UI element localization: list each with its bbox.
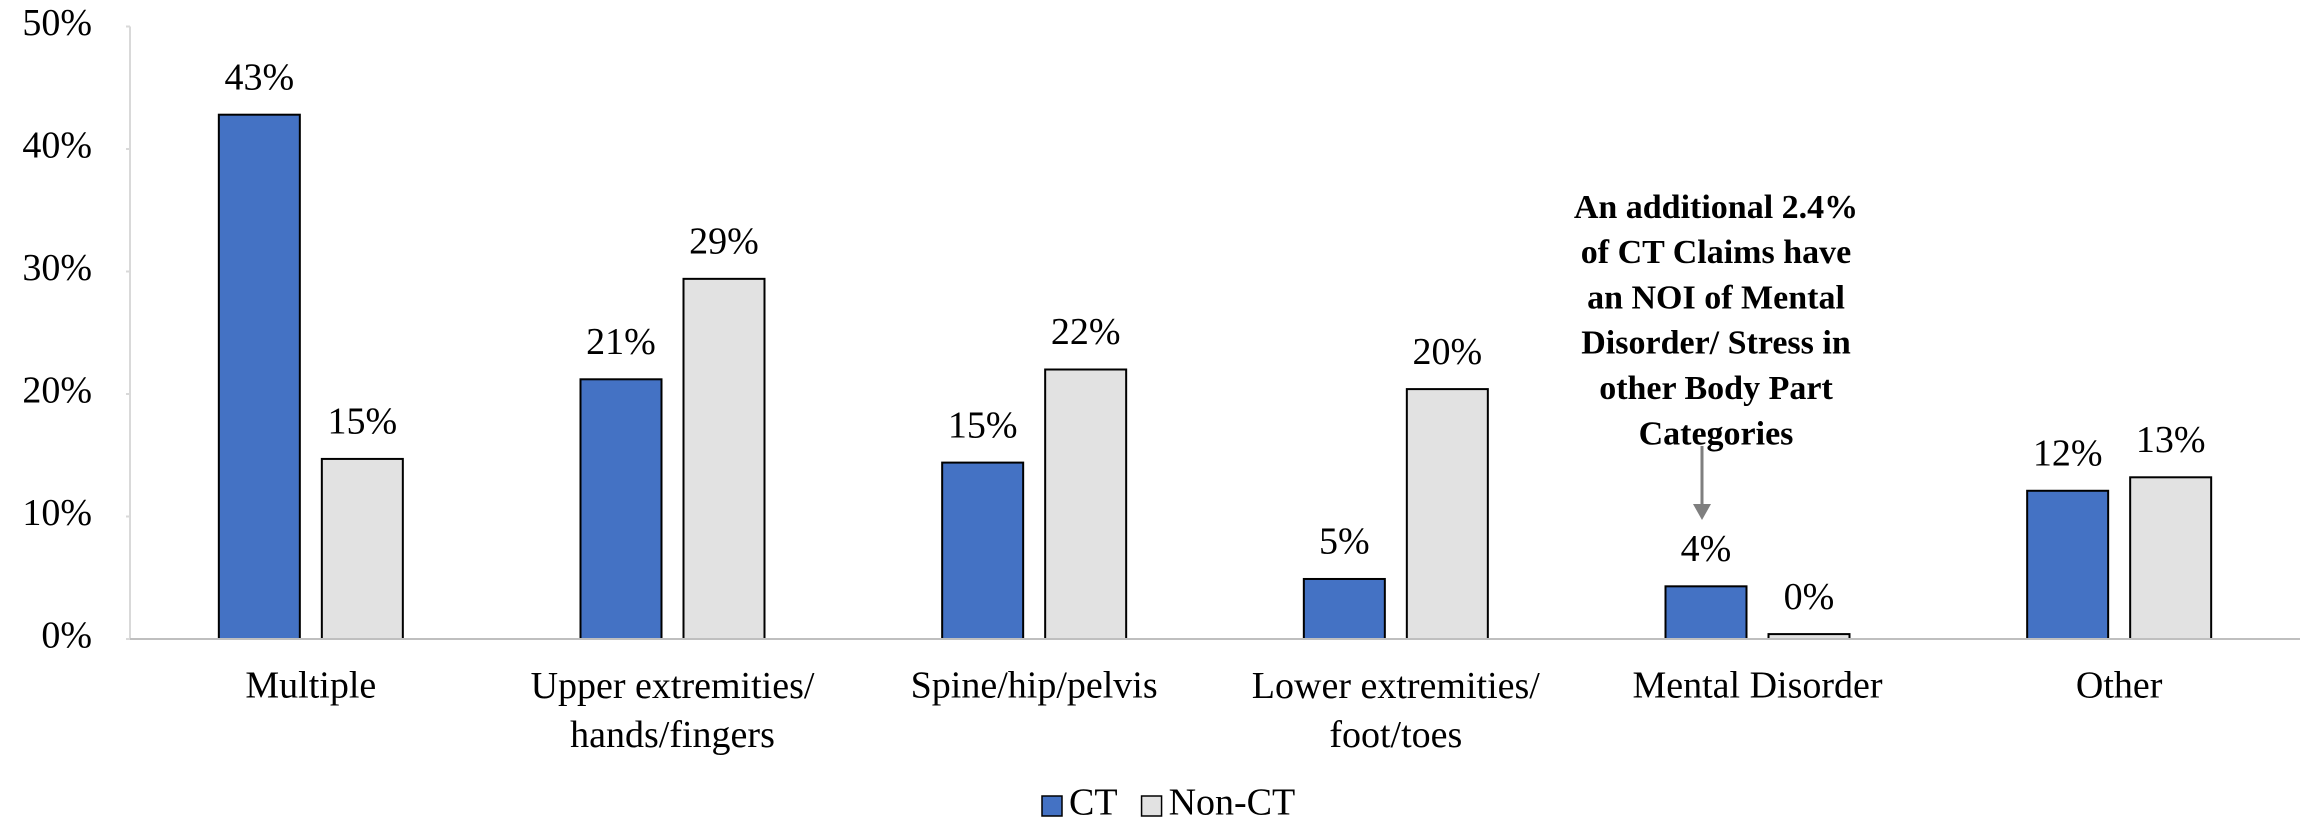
bar	[1405, 388, 1489, 640]
value-label: 15%	[328, 401, 398, 443]
bar	[2026, 489, 2110, 640]
bar	[682, 277, 766, 640]
value-label: 4%	[1681, 528, 1732, 570]
bar	[320, 457, 404, 640]
value-label: 0%	[1784, 576, 1835, 618]
value-label: 15%	[948, 404, 1018, 446]
value-label: 20%	[1413, 331, 1483, 373]
bar	[2129, 476, 2213, 640]
y-tick-label: 30%	[22, 247, 92, 289]
legend-swatch	[1140, 795, 1163, 817]
y-tick-label: 0%	[41, 615, 92, 657]
legend-label: CT	[1069, 782, 1118, 821]
x-tick-label: Other	[2076, 665, 2163, 707]
x-tick-label: Lower extremities/foot/toes	[1252, 665, 1541, 756]
value-label: 22%	[1051, 311, 1121, 353]
value-label: 13%	[2136, 419, 2206, 461]
bar	[1302, 577, 1386, 640]
value-label: 12%	[2033, 432, 2103, 474]
bar	[1044, 368, 1128, 640]
x-tick-label: Spine/hip/pelvis	[911, 665, 1158, 707]
bar	[579, 378, 663, 640]
bar	[217, 113, 301, 640]
y-tick-label: 50%	[22, 2, 92, 44]
x-tick-label: Multiple	[245, 665, 376, 707]
annotation-arrowhead	[1693, 504, 1711, 520]
annotation: of CT Claims have	[1581, 234, 1851, 271]
value-label: 21%	[586, 321, 656, 363]
annotation: an NOI of Mental	[1587, 279, 1845, 316]
x-tick-label: Upper extremities/hands/fingers	[531, 665, 815, 756]
x-tick-label: Mental Disorder	[1632, 665, 1882, 707]
bar	[941, 461, 1025, 640]
annotation: other Body Part	[1599, 370, 1833, 407]
y-tick-label: 20%	[22, 370, 92, 412]
y-tick-label: 10%	[22, 492, 92, 534]
value-label: 43%	[225, 56, 295, 98]
y-tick-label: 40%	[22, 125, 92, 167]
annotation: Disorder/ Stress in	[1581, 325, 1851, 362]
legend-swatch	[1041, 795, 1063, 817]
annotation: Categories	[1639, 415, 1794, 452]
legend-label: Non-CT	[1169, 782, 1296, 821]
bar	[1664, 585, 1748, 641]
value-label: 29%	[689, 221, 759, 263]
annotation: An additional 2.4%	[1574, 189, 1858, 226]
value-label: 5%	[1319, 521, 1370, 563]
